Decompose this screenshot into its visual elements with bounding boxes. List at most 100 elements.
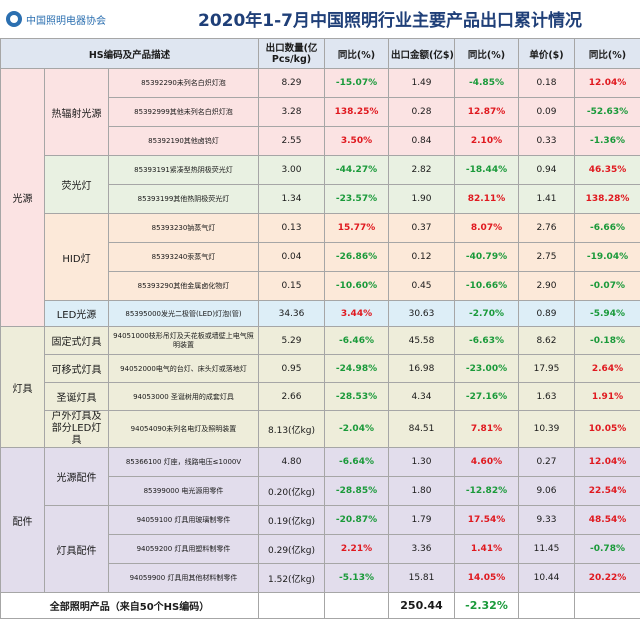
qty-yoy: -28.85%	[325, 477, 389, 506]
amt: 30.63	[389, 301, 455, 327]
price-yoy: 12.04%	[575, 448, 640, 477]
price-yoy: -0.18%	[575, 327, 640, 355]
hs-desc: 85392999其他未列名白炽灯泡	[109, 98, 259, 127]
amt-yoy: 8.07%	[455, 214, 519, 243]
hs-desc: 85393230钠蒸气灯	[109, 214, 259, 243]
amt: 1.79	[389, 506, 455, 535]
hs-desc: 85393290其他金属卤化物灯	[109, 272, 259, 301]
total-label: 全部照明产品（来自50个HS编码）	[1, 593, 259, 619]
amt-yoy: 7.81%	[455, 411, 519, 448]
qty: 2.66	[259, 383, 325, 411]
export-table: HS编码及产品描述 出口数量(亿Pcs/kg) 同比(%) 出口金额(亿$) 同…	[0, 38, 640, 619]
amt: 45.58	[389, 327, 455, 355]
price-yoy: -19.04%	[575, 243, 640, 272]
table-row: 户外灯具及部分LED灯具 94054090未列名电灯及照明装置 8.13(亿kg…	[1, 411, 640, 448]
table-row: 可移式灯具 94052000电气的台灯、床头灯或落地灯 0.95 -24.98%…	[1, 355, 640, 383]
hs-desc: 85393240汞蒸气灯	[109, 243, 259, 272]
price-yoy: 10.05%	[575, 411, 640, 448]
category-light-source: 光源	[1, 69, 45, 327]
table-row: 灯具配件 94059100 灯具用玻璃制零件 0.19(亿kg) -20.87%…	[1, 506, 640, 535]
qty: 1.34	[259, 185, 325, 214]
price: 1.63	[519, 383, 575, 411]
price-yoy: -1.36%	[575, 127, 640, 156]
logo-text: 中国照明电器协会	[26, 12, 106, 27]
association-logo: 中国照明电器协会	[6, 8, 106, 30]
amt-yoy: 14.05%	[455, 564, 519, 593]
col-amt: 出口金额(亿$)	[389, 39, 455, 69]
category-luminaire: 灯具	[1, 327, 45, 448]
price: 17.95	[519, 355, 575, 383]
price: 1.41	[519, 185, 575, 214]
price-yoy: 2.64%	[575, 355, 640, 383]
price-yoy: 1.91%	[575, 383, 640, 411]
table-row: HID灯 85393230钠蒸气灯 0.13 15.77% 0.37 8.07%…	[1, 214, 640, 243]
qty-yoy: -2.04%	[325, 411, 389, 448]
price-yoy: -0.78%	[575, 535, 640, 564]
subcat-outdoor: 户外灯具及部分LED灯具	[45, 411, 109, 448]
hs-desc: 85393191紧凑型热阴极荧光灯	[109, 156, 259, 185]
col-qty: 出口数量(亿Pcs/kg)	[259, 39, 325, 69]
subcat-christmas: 圣诞灯具	[45, 383, 109, 411]
hs-desc: 85392190其他卤钨灯	[109, 127, 259, 156]
qty-yoy: -23.57%	[325, 185, 389, 214]
qty-yoy: -15.07%	[325, 69, 389, 98]
qty: 3.00	[259, 156, 325, 185]
hs-desc: 94059900 灯具用其他材料制零件	[109, 564, 259, 593]
amt-yoy: 12.87%	[455, 98, 519, 127]
amt-yoy: -12.82%	[455, 477, 519, 506]
qty-yoy: -5.13%	[325, 564, 389, 593]
col-amt-yoy: 同比(%)	[455, 39, 519, 69]
amt-yoy: 4.60%	[455, 448, 519, 477]
price: 10.39	[519, 411, 575, 448]
qty: 4.80	[259, 448, 325, 477]
hs-desc: 85392290未列名白炽灯泡	[109, 69, 259, 98]
qty: 2.55	[259, 127, 325, 156]
hs-desc: 94052000电气的台灯、床头灯或落地灯	[109, 355, 259, 383]
amt-yoy: -2.70%	[455, 301, 519, 327]
qty: 5.29	[259, 327, 325, 355]
table-row: 荧光灯 85393191紧凑型热阴极荧光灯 3.00 -44.27% 2.82 …	[1, 156, 640, 185]
subcat-led: LED光源	[45, 301, 109, 327]
total-amt: 250.44	[389, 593, 455, 619]
price-yoy: 138.28%	[575, 185, 640, 214]
total-price	[519, 593, 575, 619]
qty: 1.52(亿kg)	[259, 564, 325, 593]
qty: 8.29	[259, 69, 325, 98]
qty: 0.95	[259, 355, 325, 383]
hs-desc: 85399000 电光源用零件	[109, 477, 259, 506]
table-row: 圣诞灯具 94053000 圣诞树用的成套灯具 2.66 -28.53% 4.3…	[1, 383, 640, 411]
qty: 0.13	[259, 214, 325, 243]
price: 0.89	[519, 301, 575, 327]
subcat-fluorescent: 荧光灯	[45, 156, 109, 214]
qty-yoy: 15.77%	[325, 214, 389, 243]
qty-yoy: 3.50%	[325, 127, 389, 156]
hs-desc: 94059200 灯具用塑料制零件	[109, 535, 259, 564]
amt: 15.81	[389, 564, 455, 593]
amt: 3.36	[389, 535, 455, 564]
col-hs-desc: HS编码及产品描述	[1, 39, 259, 69]
hs-desc: 85393199其他热阴极荧光灯	[109, 185, 259, 214]
amt-yoy: -4.85%	[455, 69, 519, 98]
qty-yoy: -44.27%	[325, 156, 389, 185]
header-bar: 中国照明电器协会 2020年1-7月中国照明行业主要产品出口累计情况	[0, 0, 640, 39]
amt-yoy: 2.10%	[455, 127, 519, 156]
total-qty-yoy	[325, 593, 389, 619]
amt-yoy: -40.79%	[455, 243, 519, 272]
subcat-fixed: 固定式灯具	[45, 327, 109, 355]
price-yoy: 22.54%	[575, 477, 640, 506]
price: 0.33	[519, 127, 575, 156]
price: 2.75	[519, 243, 575, 272]
price: 9.33	[519, 506, 575, 535]
amt: 0.28	[389, 98, 455, 127]
qty-yoy: -6.64%	[325, 448, 389, 477]
amt: 0.37	[389, 214, 455, 243]
total-amt-yoy: -2.32%	[455, 593, 519, 619]
price-yoy: 12.04%	[575, 69, 640, 98]
header-row: HS编码及产品描述 出口数量(亿Pcs/kg) 同比(%) 出口金额(亿$) 同…	[1, 39, 640, 69]
qty: 0.15	[259, 272, 325, 301]
total-row: 全部照明产品（来自50个HS编码） 250.44 -2.32%	[1, 593, 640, 619]
amt: 84.51	[389, 411, 455, 448]
table-row: LED光源 85395000发光二极管(LED)灯泡(管) 34.36 3.44…	[1, 301, 640, 327]
price: 0.27	[519, 448, 575, 477]
